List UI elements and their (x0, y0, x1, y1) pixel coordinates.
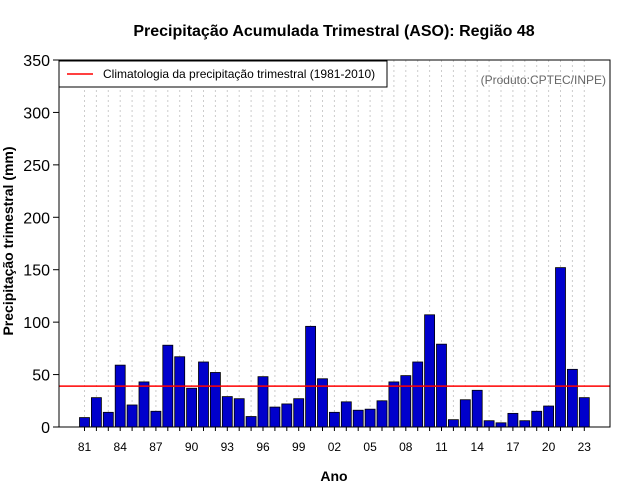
bar (471, 389, 483, 428)
bar (198, 361, 209, 428)
y-tick-label: 0 (41, 420, 50, 437)
grid (84, 60, 585, 427)
x-tick-label: 08 (399, 440, 413, 454)
bar (305, 325, 317, 428)
x-tick-label: 23 (578, 440, 592, 454)
y-tick-label: 250 (23, 158, 50, 175)
y-tick-label: 350 (23, 53, 50, 70)
x-tick-label: 96 (256, 440, 270, 454)
x-tick-label: 93 (221, 440, 235, 454)
bar (328, 411, 340, 428)
bar (114, 364, 126, 428)
bar (567, 368, 578, 428)
bar (233, 398, 245, 428)
y-axis-label: Precipitação trimestral (mm) (0, 146, 16, 335)
bar (281, 403, 293, 428)
bar (447, 419, 459, 428)
bar (555, 267, 566, 428)
bar (138, 381, 150, 428)
bar (543, 405, 554, 428)
bar (507, 412, 519, 428)
bar (531, 410, 543, 428)
bar (388, 381, 400, 428)
x-tick-label: 84 (114, 440, 128, 454)
chart-title: Precipitação Acumulada Trimestral (ASO):… (133, 23, 534, 40)
bar (483, 420, 495, 428)
bar (91, 397, 102, 428)
x-tick-label: 17 (506, 440, 520, 454)
bar (495, 422, 507, 428)
y-tick-label: 100 (23, 315, 50, 332)
bar (79, 417, 90, 428)
bar (578, 397, 590, 428)
bar (364, 408, 376, 428)
legend-box (58, 60, 388, 88)
x-tick-label: 90 (185, 440, 199, 454)
y-axis: 0 50 100 150 200 250 300 350 (23, 53, 59, 437)
bar (174, 356, 186, 428)
bar (269, 406, 281, 428)
bar (257, 376, 269, 428)
bar (352, 409, 364, 428)
x-tick-label: 81 (78, 440, 92, 454)
credit-text: (Produto:CPTEC/INPE) (481, 73, 606, 87)
bar (424, 314, 436, 428)
bar (102, 411, 114, 428)
bar (209, 372, 221, 428)
x-tick-label: 05 (363, 440, 377, 454)
bars (79, 267, 590, 428)
legend: Climatologia da precipitação trimestral … (58, 60, 388, 88)
y-tick-label: 150 (23, 263, 50, 280)
y-tick-label: 50 (32, 368, 50, 385)
bar (519, 420, 531, 428)
bar (376, 400, 388, 428)
bar (126, 404, 138, 428)
x-tick-label: 02 (328, 440, 342, 454)
x-tick-label: 11 (435, 440, 448, 454)
x-axis-label: Ano (320, 468, 347, 484)
bar (412, 361, 424, 428)
y-tick-label: 200 (23, 210, 50, 227)
x-axis: 81 84 87 90 93 96 99 02 05 08 11 14 17 20 23 (78, 427, 591, 454)
bar (340, 401, 352, 428)
legend-label: Climatologia da precipitação trimestral … (103, 67, 375, 81)
x-tick-label: 14 (471, 440, 485, 454)
bar (293, 398, 305, 428)
y-tick-label: 300 (23, 105, 50, 122)
x-tick-label: 99 (292, 440, 306, 454)
x-tick-label: 20 (542, 440, 556, 454)
bar (459, 399, 471, 428)
bar (400, 375, 412, 428)
bar (150, 410, 162, 428)
bar (245, 416, 257, 428)
bar (221, 396, 233, 428)
bar (186, 387, 198, 428)
x-tick-label: 87 (149, 440, 163, 454)
